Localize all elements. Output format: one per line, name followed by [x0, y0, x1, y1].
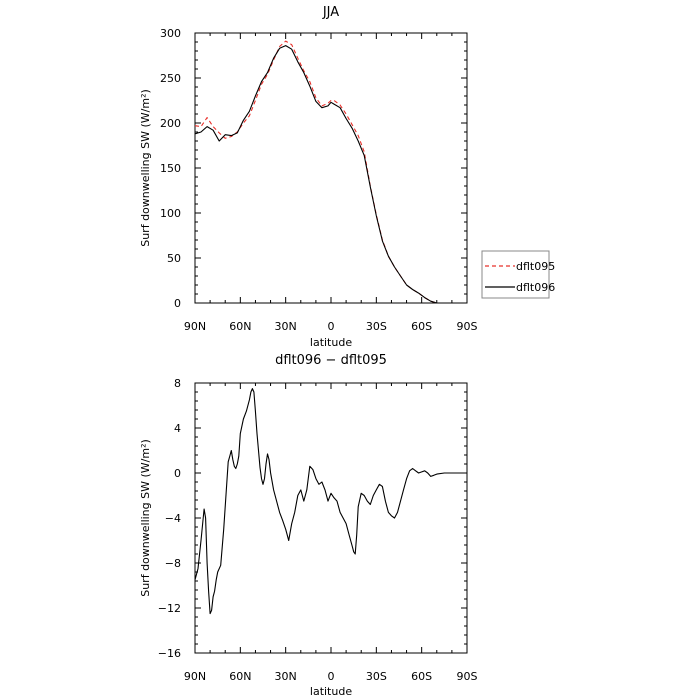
top-x-ticks: 90N 60N 30N 0 30S 60S 90S — [184, 33, 478, 333]
legend-box — [481, 250, 550, 299]
top-chart-title: JJA — [322, 5, 339, 20]
series-line-dflt096 — [194, 45, 467, 304]
x-tick-label: 0 — [328, 670, 335, 683]
x-tick-label: 30S — [366, 670, 387, 683]
y-tick-label: −4 — [165, 512, 181, 525]
x-tick-label: 60S — [411, 670, 432, 683]
y-tick-label: −12 — [158, 602, 181, 615]
bottom-x-ticks: 90N 60N 30N 0 30S 60S 90S — [184, 383, 478, 683]
y-tick-label: −8 — [165, 557, 181, 570]
bottom-plot-frame — [194, 382, 468, 654]
x-tick-label: 30N — [275, 670, 297, 683]
y-tick-label: 250 — [160, 72, 181, 85]
y-tick-label: −16 — [158, 647, 181, 660]
bottom-panel: dflt096 − dflt095 8 4 0 −4 −8 −12 −16 90N 60N 30… — [139, 353, 478, 698]
y-tick-label: 200 — [160, 117, 181, 130]
legend-label-dflt095: dflt095 — [516, 260, 555, 273]
x-tick-label: 90N — [184, 670, 206, 683]
bottom-y-axis-label: Surf downwelling SW (W/m²) — [139, 439, 152, 597]
top-series — [194, 40, 467, 304]
x-tick-label: 90N — [184, 320, 206, 333]
y-tick-label: 100 — [160, 207, 181, 220]
bottom-y-ticks: 8 4 0 −4 −8 −12 −16 — [158, 377, 467, 660]
bottom-x-axis-label: latitude — [310, 685, 352, 698]
x-tick-label: 60N — [229, 670, 251, 683]
x-tick-label: 90S — [457, 320, 478, 333]
bottom-chart-title: dflt096 − dflt095 — [275, 353, 387, 368]
series-line-dflt095 — [194, 40, 467, 304]
top-y-axis-label: Surf downwelling SW (W/m²) — [139, 89, 152, 247]
x-tick-label: 0 — [328, 320, 335, 333]
legend: dflt095 dflt096 — [481, 250, 555, 299]
y-tick-label: 8 — [174, 377, 181, 390]
y-tick-label: 0 — [174, 297, 181, 310]
bottom-series — [194, 388, 467, 615]
x-tick-label: 30S — [366, 320, 387, 333]
series-line-difference-0 — [194, 388, 467, 615]
y-tick-label: 4 — [174, 422, 181, 435]
y-tick-label: 150 — [160, 162, 181, 175]
legend-label-dflt096: dflt096 — [516, 281, 555, 294]
x-tick-label: 60S — [411, 320, 432, 333]
top-y-ticks: 0 50 100 150 200 250 300 — [160, 27, 467, 310]
y-tick-label: 50 — [167, 252, 181, 265]
y-tick-label: 300 — [160, 27, 181, 40]
x-tick-label: 60N — [229, 320, 251, 333]
y-tick-label: 0 — [174, 467, 181, 480]
top-x-axis-label: latitude — [310, 336, 352, 349]
x-tick-label: 90S — [457, 670, 478, 683]
top-plot-frame — [194, 32, 468, 304]
x-tick-label: 30N — [275, 320, 297, 333]
